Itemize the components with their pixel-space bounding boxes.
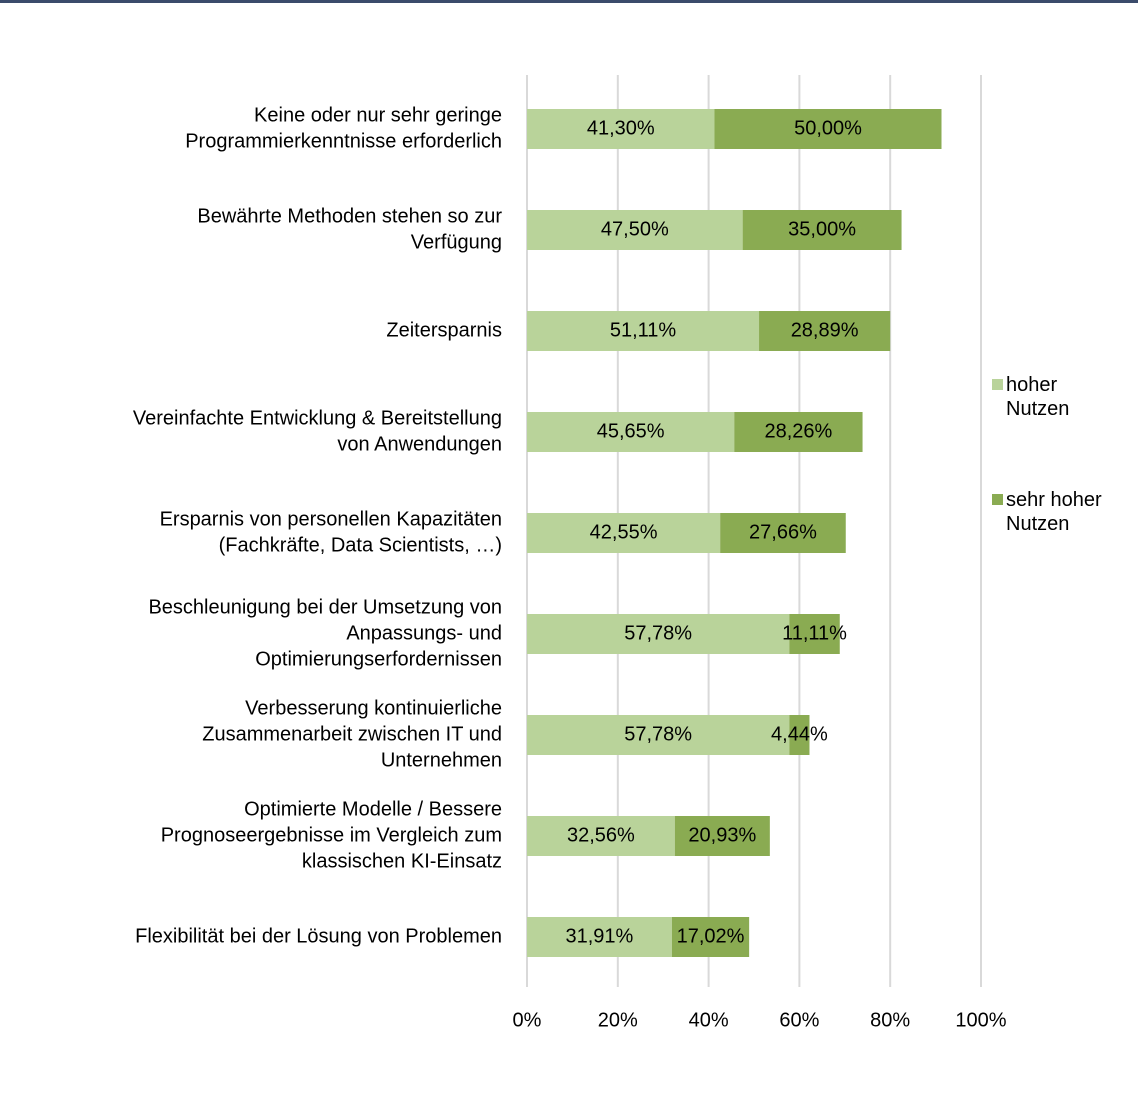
category-label: Prognoseergebnisse im Vergleich zum (161, 824, 502, 846)
category-label: Keine oder nur sehr geringe (254, 104, 502, 126)
value-label: 32,56% (567, 824, 635, 846)
category-label: Verbesserung kontinuierliche (245, 697, 502, 719)
legend-label: hoher Nutzen (1006, 374, 1070, 420)
category-label: (Fachkräfte, Data Scientists, …) (219, 534, 502, 556)
category-label: Flexibilität bei der Lösung von Probleme… (135, 925, 502, 947)
value-label: 17,02% (677, 925, 745, 947)
x-tick-label: 60% (779, 1009, 819, 1031)
category-label: Vereinfachte Entwicklung & Bereitstellun… (133, 407, 502, 429)
bar (714, 109, 942, 149)
value-label: 28,89% (791, 319, 859, 341)
category-label: Anpassungs- und (346, 622, 502, 644)
category-label: Optimierte Modelle / Bessere (244, 798, 502, 820)
legend-item: sehr hoher Nutzen (992, 488, 1132, 536)
legend-swatch (992, 494, 1003, 505)
bar (789, 715, 810, 755)
bar (527, 614, 790, 654)
bar (734, 412, 863, 452)
bar (527, 412, 735, 452)
category-label: Verfügung (411, 231, 502, 253)
x-tick-label: 20% (598, 1009, 638, 1031)
bar (789, 614, 840, 654)
category-label: Beschleunigung bei der Umsetzung von (148, 596, 502, 618)
x-tick-label: 40% (689, 1009, 729, 1031)
bar (527, 816, 675, 856)
value-label: 27,66% (749, 521, 817, 543)
bar (527, 715, 790, 755)
value-label: 57,78% (624, 622, 692, 644)
category-label: Unternehmen (381, 749, 502, 771)
value-label: 11,11% (782, 622, 847, 644)
bar (527, 311, 760, 351)
value-label: 45,65% (597, 420, 665, 442)
x-tick-label: 100% (955, 1009, 1006, 1031)
value-label: 20,93% (688, 824, 756, 846)
bar (671, 917, 750, 957)
bar (527, 513, 721, 553)
category-label: Zeitersparnis (386, 319, 502, 341)
category-label: klassischen KI-Einsatz (302, 850, 502, 872)
value-label: 31,91% (566, 925, 634, 947)
category-label: Zusammenarbeit zwischen IT und (202, 723, 502, 745)
value-label: 28,26% (764, 420, 832, 442)
value-label: 41,30% (587, 117, 655, 139)
category-label: Bewährte Methoden stehen so zur (197, 205, 502, 227)
value-label: 50,00% (794, 117, 862, 139)
bar (720, 513, 846, 553)
value-label: 47,50% (601, 218, 669, 240)
category-label: Ersparnis von personellen Kapazitäten (160, 508, 502, 530)
x-tick-label: 0% (513, 1009, 542, 1031)
value-label: 51,11% (610, 319, 677, 341)
legend-item: hoher Nutzen (992, 373, 1132, 421)
value-label: 42,55% (590, 521, 658, 543)
legend-swatch (992, 379, 1003, 390)
category-label: von Anwendungen (337, 433, 502, 455)
legend-label: sehr hoher Nutzen (1006, 489, 1102, 535)
value-label: 35,00% (788, 218, 856, 240)
bar (527, 917, 672, 957)
bar (759, 311, 891, 351)
value-label: 4,44% (771, 723, 828, 745)
category-label: Programmierkenntnisse erforderlich (185, 130, 502, 152)
x-tick-label: 80% (870, 1009, 910, 1031)
top-border (0, 0, 1138, 3)
category-label: Optimierungserfordernissen (255, 648, 502, 670)
bar (674, 816, 770, 856)
bar (527, 109, 715, 149)
bar (527, 210, 743, 250)
value-label: 57,78% (624, 723, 692, 745)
bar (742, 210, 902, 250)
